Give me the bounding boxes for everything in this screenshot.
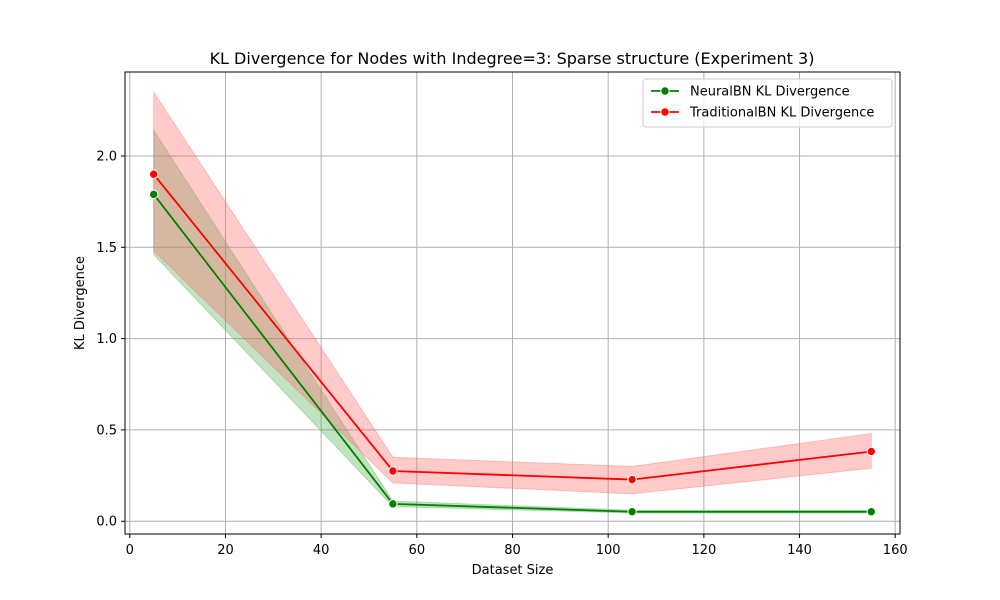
data-point [388,466,398,476]
chart-title: KL Divergence for Nodes with Indegree=3:… [210,49,815,68]
legend-marker [660,107,670,117]
series-markers [149,169,876,517]
series-line-0 [152,193,872,513]
x-tick-label: 40 [313,543,330,558]
legend-marker [660,86,670,96]
x-tick-label: 60 [409,543,426,558]
data-point [866,446,876,457]
data-point [866,507,876,517]
y-tick-label: 1.5 [96,241,117,256]
data-point [627,507,637,517]
legend-label: NeuralBN KL Divergence [690,85,850,100]
y-tick-label: 2.0 [96,150,117,165]
confidence-band-1 [153,90,872,495]
x-tick-label: 0 [126,543,134,558]
y-tick-label: 1.0 [96,332,117,347]
legend: NeuralBN KL Divergence TraditionalBN KL D… [642,78,893,128]
legend-label: TraditionalBN KL Divergence [689,106,874,121]
grid [125,72,900,534]
x-tick-label: 100 [596,543,621,558]
x-axis-title: Dataset Size [472,563,554,578]
x-tick-label: 80 [504,543,521,558]
data-point [149,189,159,200]
x-axis-ticks: 0 20 40 60 80 100 120 140 160 [126,534,908,558]
y-axis-title: KL Divergence [73,256,88,350]
data-point [388,499,398,509]
legend-box [642,78,893,128]
y-axis-ticks: 0.0 0.5 1.0 1.5 2.0 [96,150,125,530]
y-tick-label: 0.0 [96,515,117,530]
x-tick-label: 120 [691,543,716,558]
x-tick-label: 20 [217,543,234,558]
data-point [627,474,637,485]
x-tick-label: 140 [787,543,812,558]
x-tick-label: 160 [883,543,908,558]
y-tick-label: 0.5 [96,423,117,438]
series-line-1 [153,173,872,481]
series-lines [152,173,872,513]
data-point [149,169,159,179]
